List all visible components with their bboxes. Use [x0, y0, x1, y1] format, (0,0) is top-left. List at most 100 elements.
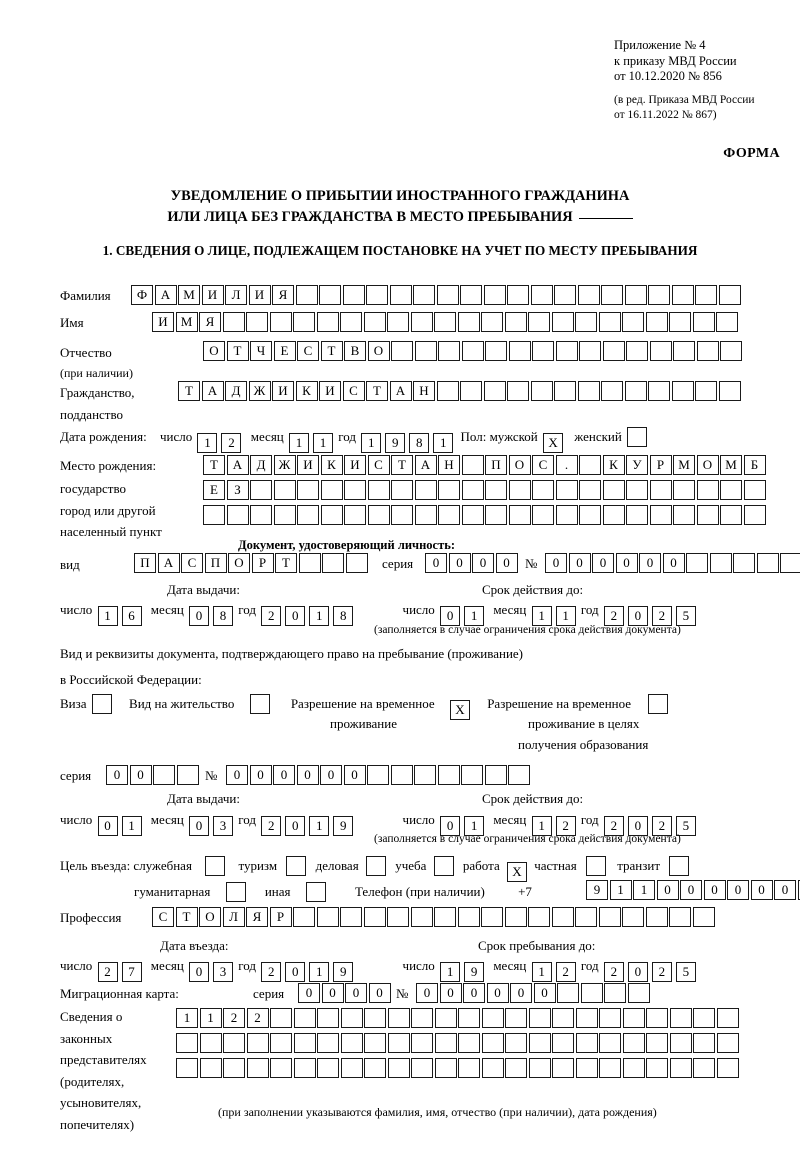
permit-number-cells-10[interactable] — [461, 765, 483, 785]
document-series-cells-1[interactable]: 0 — [448, 553, 471, 573]
birth-year-cell-2[interactable]: 8 — [409, 433, 430, 453]
name-cells-1[interactable]: М — [175, 312, 198, 332]
legal-rep-cells-row2-18[interactable] — [599, 1033, 621, 1053]
document-number-cells-8[interactable] — [733, 553, 755, 573]
document-kind-cells-1[interactable]: А — [157, 553, 180, 573]
document-series-cells-3[interactable]: 0 — [495, 553, 518, 573]
name-cells-19[interactable] — [598, 312, 621, 332]
phone-cells-6[interactable]: 0 — [727, 880, 749, 900]
citizenship-cells-3[interactable]: Ж — [248, 381, 271, 401]
entry-year-cell-1[interactable]: 0 — [285, 962, 306, 982]
birthplace-cells-row2-1[interactable]: З — [226, 480, 249, 500]
entry-month-cell-1[interactable]: 3 — [213, 962, 234, 982]
profession-cells-22[interactable] — [669, 907, 691, 927]
phone-cells-4[interactable]: 0 — [680, 880, 702, 900]
permit-number-cells-7[interactable] — [390, 765, 413, 785]
citizenship-cells-6[interactable]: И — [319, 381, 341, 401]
birthplace-cells-row3-11[interactable] — [461, 505, 484, 525]
patronymic-cells-15[interactable] — [555, 341, 578, 361]
surname-cells-16[interactable] — [507, 285, 529, 305]
legal-rep-cells-row1-17[interactable] — [575, 1008, 598, 1028]
birth-day-cell-0[interactable]: 1 — [197, 433, 218, 453]
profession-cells-11[interactable] — [410, 907, 433, 927]
patronymic-cells-17[interactable] — [602, 341, 625, 361]
legal-rep-cells-row1-7[interactable] — [340, 1008, 363, 1028]
document-number-cells-4[interactable]: 0 — [639, 553, 661, 573]
birthplace-cells-row1-10[interactable]: Н — [438, 455, 460, 475]
birth-month-cell-1[interactable]: 1 — [313, 433, 334, 453]
permit-number-cells-0[interactable]: 0 — [226, 765, 248, 785]
profession-cells-21[interactable] — [645, 907, 668, 927]
birthplace-cells-row3-23[interactable] — [743, 505, 766, 525]
legal-rep-cells-row2-23[interactable] — [716, 1033, 739, 1053]
permit-number-cells-9[interactable] — [437, 765, 460, 785]
patronymic-cells-1[interactable]: Т — [226, 341, 249, 361]
document-number-cells-9[interactable] — [756, 553, 779, 573]
birthplace-cells-row3-5[interactable] — [320, 505, 343, 525]
birthplace-cells-row1-7[interactable]: С — [367, 455, 390, 475]
birthplace-cells-row3-1[interactable] — [226, 505, 249, 525]
profession-cells-19[interactable] — [598, 907, 621, 927]
permit-valid-year-cell-2[interactable]: 2 — [651, 816, 672, 836]
birthplace-cells-row2-11[interactable] — [461, 480, 484, 500]
birthplace-cells-row2-6[interactable] — [344, 480, 366, 500]
legal-rep-cells-row3-12[interactable] — [458, 1058, 480, 1078]
patronymic-cells-5[interactable]: Т — [320, 341, 343, 361]
permit-valid-year-cell-3[interactable]: 5 — [675, 816, 696, 836]
birth-year-cell-1[interactable]: 9 — [385, 433, 406, 453]
birthplace-cells-row1-21[interactable]: О — [696, 455, 719, 475]
legal-rep-cells-row1-21[interactable] — [669, 1008, 692, 1028]
patronymic-cells-9[interactable] — [414, 341, 437, 361]
name-cells-5[interactable] — [269, 312, 292, 332]
document-kind-cells-4[interactable]: О — [228, 553, 250, 573]
entry-year-cell-0[interactable]: 2 — [261, 962, 282, 982]
permit-number-cells-1[interactable]: 0 — [249, 765, 272, 785]
permit-number-cells-3[interactable]: 0 — [296, 765, 319, 785]
birthplace-cells-row3-22[interactable] — [720, 505, 742, 525]
document-kind-cells-6[interactable]: Т — [275, 553, 297, 573]
stay-month-cell-0[interactable]: 1 — [531, 962, 552, 982]
permit-valid-year-cell-0[interactable]: 2 — [603, 816, 624, 836]
surname-cells-1[interactable]: А — [154, 285, 177, 305]
surname-cells-25[interactable] — [718, 285, 741, 305]
legal-rep-cells-row1-19[interactable] — [622, 1008, 645, 1028]
birthplace-cells-row1-23[interactable]: Б — [743, 455, 766, 475]
birthplace-cells-row2-3[interactable] — [273, 480, 296, 500]
patronymic-cells-20[interactable] — [673, 341, 695, 361]
permit-number-cells-6[interactable] — [367, 765, 389, 785]
name-cells-23[interactable] — [692, 312, 715, 332]
doc-issue-year-cell-0[interactable]: 2 — [261, 606, 282, 626]
stay-year-cell-1[interactable]: 0 — [627, 962, 648, 982]
legal-rep-cells-row3-13[interactable] — [481, 1058, 504, 1078]
birthplace-cells-row3-13[interactable] — [508, 505, 531, 525]
migration-card-series-cells-3[interactable]: 0 — [368, 983, 391, 1003]
legal-rep-cells-row1-13[interactable] — [481, 1008, 504, 1028]
name-cells-15[interactable] — [504, 312, 527, 332]
legal-rep-cells-row1-1[interactable]: 1 — [199, 1008, 222, 1028]
birthplace-cells-row1-16[interactable] — [579, 455, 601, 475]
permit-series-cells-3[interactable] — [176, 765, 199, 785]
legal-rep-cells-row3[interactable] — [176, 1058, 739, 1078]
temp-residence-edu-checkbox[interactable] — [648, 694, 669, 714]
birthplace-cells-row1-9[interactable]: А — [414, 455, 437, 475]
legal-rep-cells-row2-1[interactable] — [199, 1033, 222, 1053]
visa-checkbox[interactable] — [91, 694, 112, 714]
permit-number-cells-2[interactable]: 0 — [273, 765, 295, 785]
legal-rep-cells-row1-0[interactable]: 1 — [176, 1008, 198, 1028]
legal-rep-cells-row3-2[interactable] — [223, 1058, 245, 1078]
permit-number-cells-8[interactable] — [414, 765, 436, 785]
citizenship-cells-16[interactable] — [554, 381, 576, 401]
legal-rep-cells-row2-21[interactable] — [669, 1033, 692, 1053]
stay-year-cell-0[interactable]: 2 — [603, 962, 624, 982]
birthplace-cells-row3-2[interactable] — [250, 505, 272, 525]
profession-cells-12[interactable] — [434, 907, 456, 927]
birthplace-cells-row3-20[interactable] — [673, 505, 695, 525]
document-kind-cells-2[interactable]: С — [181, 553, 203, 573]
legal-rep-cells-row3-18[interactable] — [599, 1058, 621, 1078]
legal-rep-cells-row2-6[interactable] — [317, 1033, 339, 1053]
stay-day-cell-0[interactable]: 1 — [440, 962, 461, 982]
legal-rep-cells-row3-6[interactable] — [317, 1058, 339, 1078]
